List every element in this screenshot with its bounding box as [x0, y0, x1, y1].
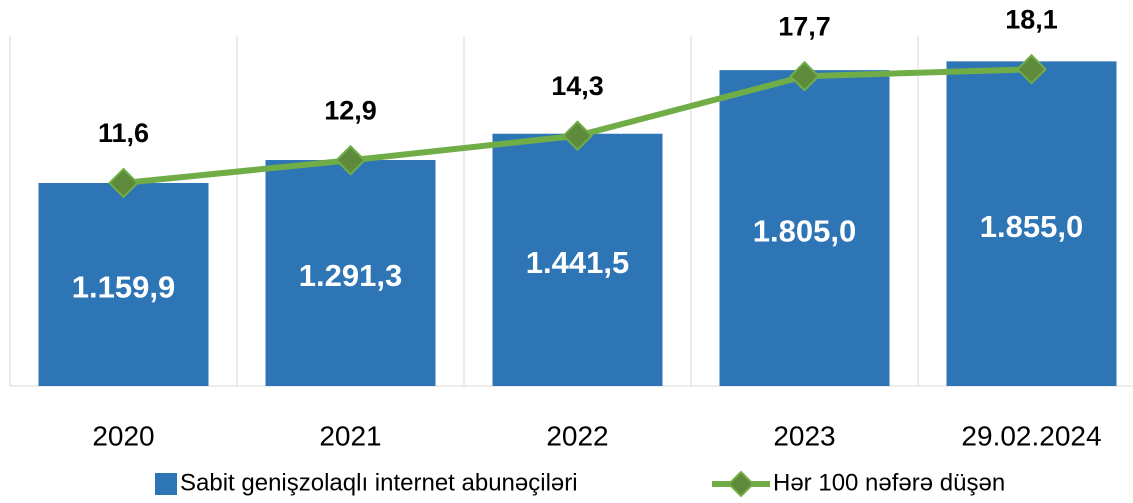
bar-label: 1.441,5 [526, 245, 629, 280]
x-tick-label: 2022 [546, 420, 608, 451]
marker [335, 144, 366, 176]
line-label: 17,7 [778, 11, 831, 41]
bar [946, 61, 1117, 386]
marker [108, 167, 139, 199]
line-label: 14,3 [551, 71, 604, 101]
bar-label: 1.805,0 [753, 213, 856, 248]
bar [492, 133, 663, 386]
bar-label: 1.855,0 [980, 209, 1083, 244]
x-tick-label: 2021 [319, 420, 381, 451]
marker [789, 60, 820, 92]
line-label: 18,1 [1005, 4, 1058, 34]
x-tick-label: 2020 [92, 420, 154, 451]
legend-marker [727, 470, 755, 498]
bar [265, 160, 436, 386]
marker [562, 120, 593, 152]
x-tick-label: 2023 [773, 420, 835, 451]
line-label: 11,6 [98, 118, 149, 148]
x-tick-label: 29.02.2024 [961, 420, 1101, 451]
legend-label: Hər 100 nəfərə düşən [773, 469, 1005, 496]
legend-label: Sabit genişzolaqlı internet abunəçiləri [180, 469, 578, 496]
bar-label: 1.291,3 [299, 258, 402, 293]
bar [38, 183, 209, 386]
bar-label: 1.159,9 [72, 270, 175, 305]
line-label: 12,9 [324, 95, 377, 125]
bar [719, 70, 890, 386]
legend-swatch [155, 473, 177, 495]
marker [1016, 53, 1047, 85]
